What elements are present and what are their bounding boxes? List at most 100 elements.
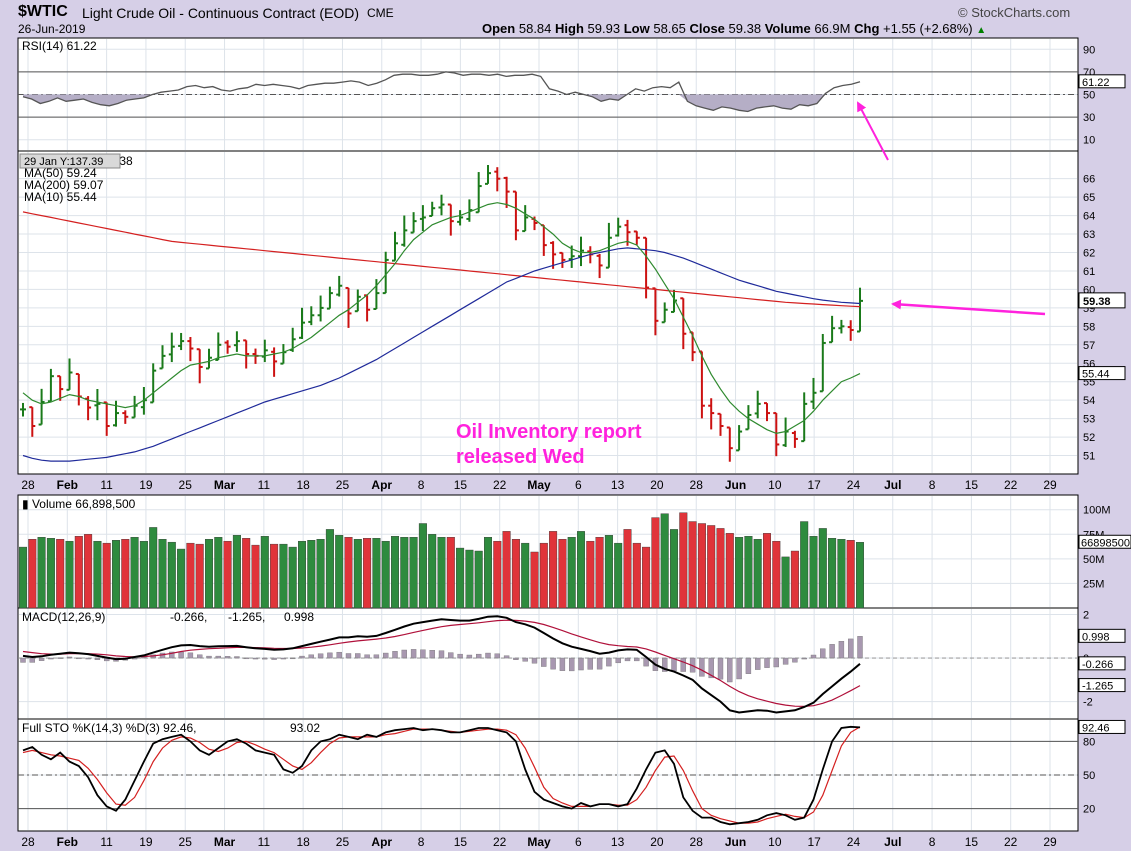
price-tick-label: 62 bbox=[1083, 248, 1095, 260]
volume-bar bbox=[790, 550, 799, 609]
price-hgrid bbox=[19, 178, 1077, 457]
date-axis-bottom-label: 25 bbox=[179, 835, 193, 849]
volume-bar bbox=[84, 534, 93, 609]
volume-bar bbox=[121, 539, 130, 609]
macd-histogram-bar bbox=[364, 654, 370, 659]
price-tick-label: 65 bbox=[1083, 192, 1095, 204]
volume-bar bbox=[679, 512, 688, 609]
macd-histogram-bar bbox=[792, 657, 798, 663]
macd-histogram-bar bbox=[503, 655, 510, 659]
date-axis-top-label: 28 bbox=[21, 478, 35, 492]
ohlc-bar bbox=[652, 287, 659, 336]
date-axis-bottom-label: 28 bbox=[21, 835, 35, 849]
up-arrow-icon: ▲ bbox=[976, 25, 987, 36]
ohlc-bar bbox=[717, 412, 724, 436]
date-axis-top-label: 8 bbox=[929, 478, 936, 492]
rsi-value-tag bbox=[1078, 74, 1126, 89]
ohlc-bar bbox=[475, 172, 482, 214]
macd-histogram-bar bbox=[131, 657, 138, 660]
date-axis-top-label: 18 bbox=[296, 478, 310, 492]
date-axis-bottom-label: Apr bbox=[371, 835, 392, 849]
macd-histogram-bar bbox=[634, 657, 640, 662]
volume-bar bbox=[725, 533, 734, 609]
macd-histogram-bar bbox=[317, 653, 324, 659]
macd-histogram-bar bbox=[773, 657, 779, 668]
macd-histogram-bar bbox=[838, 641, 845, 659]
ohlc-bar bbox=[429, 201, 436, 217]
macd-histogram-bar bbox=[755, 657, 761, 670]
ohlc-bar bbox=[382, 251, 389, 295]
volume-bar bbox=[697, 523, 706, 609]
volume-bar bbox=[307, 540, 316, 609]
volume-bar bbox=[400, 537, 409, 609]
ohlc-bar bbox=[605, 222, 612, 269]
ohlc-bar bbox=[801, 392, 808, 443]
macd-histogram-bar bbox=[764, 657, 770, 668]
volume-bar bbox=[493, 540, 502, 609]
macd-histogram-bar bbox=[745, 657, 752, 674]
date-axis-bottom-label: 13 bbox=[611, 835, 625, 849]
ohlc-bar bbox=[819, 333, 826, 393]
volume-bar bbox=[800, 521, 809, 609]
volume-bar bbox=[223, 540, 232, 609]
date-axis-bottom-label: 19 bbox=[139, 835, 153, 849]
volume-bar bbox=[446, 537, 455, 609]
volume-bar bbox=[288, 546, 297, 609]
macd-histogram-bar bbox=[457, 653, 463, 659]
sto-tick-label: 80 bbox=[1083, 736, 1095, 748]
price-legend-item: MA(10) 55.44 bbox=[24, 190, 97, 204]
macd-tick-label: -2 bbox=[1083, 697, 1093, 709]
ohlc-bar bbox=[559, 251, 566, 268]
macd-histogram-bar bbox=[671, 657, 677, 672]
ohlc-bar bbox=[57, 375, 64, 401]
volume-tick-label: 100M bbox=[1083, 505, 1111, 517]
macd-histogram-bar bbox=[810, 654, 817, 659]
sto-value-tag bbox=[1078, 719, 1126, 734]
ohlc-bar bbox=[308, 306, 315, 326]
macd-histogram-bar bbox=[485, 652, 491, 659]
volume-bar bbox=[744, 536, 753, 609]
volume-bar bbox=[828, 538, 837, 609]
price-tick-label: 63 bbox=[1083, 229, 1095, 241]
date-axis-bottom-label: 17 bbox=[807, 835, 821, 849]
sto-tick-label: 20 bbox=[1083, 804, 1095, 816]
vol-panel bbox=[17, 494, 1079, 609]
volume-bar bbox=[391, 536, 400, 609]
macd-signal-line bbox=[22, 619, 861, 708]
price-tick-label: 64 bbox=[1083, 211, 1095, 223]
price-tick-label: 57 bbox=[1083, 340, 1095, 352]
ohlc-bar bbox=[196, 348, 203, 384]
volume-bar bbox=[428, 534, 437, 609]
macd-histogram-bar bbox=[355, 653, 361, 659]
ohlc-bar bbox=[457, 210, 464, 226]
rsi-arrow bbox=[857, 101, 889, 161]
date-axis-top-label: Feb bbox=[57, 478, 78, 492]
macd-legend-item: MACD(12,26,9) bbox=[22, 610, 105, 624]
volume-bar bbox=[260, 536, 269, 609]
ohlc-bar bbox=[596, 253, 603, 279]
ohlc-bar bbox=[261, 339, 268, 363]
sto-legend-d: 93.02 bbox=[290, 721, 320, 735]
macd-histogram-bar bbox=[624, 657, 631, 662]
close-label: Close bbox=[689, 21, 725, 36]
volume-hgrid bbox=[19, 509, 1077, 584]
date-axis-top-label: Jul bbox=[884, 478, 901, 492]
sto-tick-label: 50 bbox=[1083, 770, 1095, 782]
ohlc-bar bbox=[215, 332, 222, 361]
ohlc-bar bbox=[745, 405, 752, 431]
date-axis-top-label: 6 bbox=[575, 478, 582, 492]
annotation-line-2: released Wed bbox=[456, 446, 585, 468]
volume-bar bbox=[177, 548, 186, 609]
volume-tick-label: 50M bbox=[1083, 554, 1104, 566]
ohlc-bar bbox=[354, 289, 361, 313]
volume-bar bbox=[325, 529, 334, 609]
ohlc-bar bbox=[168, 332, 175, 363]
volume-bar bbox=[670, 529, 679, 609]
ohlc-bar bbox=[791, 430, 798, 448]
volume-bar bbox=[298, 540, 307, 609]
date-axis-bottom-label: 15 bbox=[454, 835, 468, 849]
ohlc-bar bbox=[178, 332, 185, 351]
macd-legend-item: -0.266, bbox=[170, 610, 207, 624]
volume-bar bbox=[474, 550, 483, 609]
volume-label: Volume bbox=[764, 21, 811, 36]
